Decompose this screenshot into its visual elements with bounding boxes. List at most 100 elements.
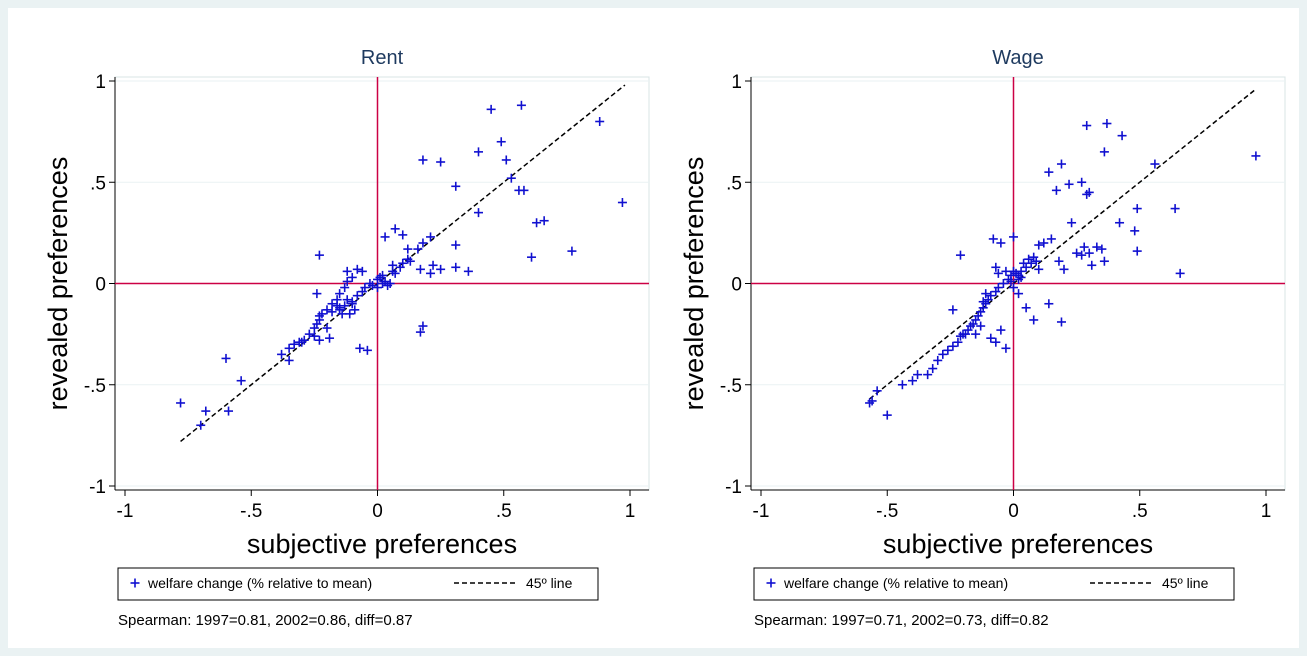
legend-marker-plus: [130, 578, 140, 588]
y-axis-title: revealed preferences: [679, 157, 709, 411]
x-tick-label: -.5: [240, 501, 262, 522]
legend-box: [753, 567, 1235, 601]
legend-marker-plus: [766, 578, 776, 588]
data-point: [1077, 250, 1087, 260]
data-point: [501, 155, 511, 165]
data-point: [1001, 266, 1011, 276]
x-tick-label: 0: [1008, 501, 1019, 522]
y-tick-label: 1: [95, 72, 106, 93]
data-point: [1067, 218, 1077, 228]
data-point: [1001, 343, 1011, 353]
data-point: [322, 323, 332, 333]
data-point: [463, 266, 473, 276]
x-tick-label: 1: [1261, 501, 1272, 522]
data-point: [1006, 276, 1016, 286]
legend-box: [117, 567, 599, 601]
data-point: [1051, 185, 1061, 195]
chart-panel-rent: Rent -1 -1 -.5 -.5 0 0 .5 .5 1 1 subjective prefere…: [43, 47, 650, 629]
x-tick-label: -.5: [876, 501, 898, 522]
data-point: [1175, 268, 1185, 278]
data-point: [347, 272, 357, 282]
data-point: [418, 238, 428, 248]
x-tick-label: 1: [625, 501, 636, 522]
data-point: [284, 355, 294, 365]
data-point: [176, 398, 186, 408]
data-point: [1056, 317, 1066, 327]
data-point: [953, 337, 963, 347]
data-point: [418, 155, 428, 165]
y-tick-label: .5: [90, 173, 106, 194]
data-point: [1046, 234, 1056, 244]
data-point: [567, 246, 577, 256]
data-point: [332, 301, 342, 311]
data-point: [532, 218, 542, 228]
data-point: [1039, 238, 1049, 248]
data-point: [309, 331, 319, 341]
data-point: [955, 250, 965, 260]
data-point: [943, 345, 953, 355]
x-tick-label: -1: [117, 501, 134, 522]
data-point: [196, 420, 206, 430]
y-tick-label: .5: [726, 173, 742, 194]
data-point: [352, 264, 362, 274]
data-point: [390, 224, 400, 234]
data-point: [413, 244, 423, 254]
data-point: [405, 256, 415, 266]
data-point: [277, 349, 287, 359]
data-point: [355, 343, 365, 353]
legend-label-line: 45º line: [1162, 575, 1209, 591]
data-point: [1059, 264, 1069, 274]
data-point: [1132, 204, 1142, 214]
data-point: [398, 230, 408, 240]
data-point: [340, 283, 350, 293]
data-point: [998, 279, 1008, 288]
data-point: [617, 198, 627, 207]
panel-title: Rent: [361, 47, 404, 69]
data-point: [865, 398, 875, 408]
figure-canvas: Rent -1 -1 -.5 -.5 0 0 .5 .5 1 1 subjective prefere…: [43, 47, 1286, 629]
data-point: [322, 305, 332, 315]
data-point: [378, 279, 388, 288]
y-axis-title: revealed preferences: [43, 157, 73, 411]
data-point: [436, 157, 446, 167]
data-point: [496, 137, 506, 147]
data-point: [314, 335, 324, 345]
data-point: [289, 339, 299, 349]
data-point: [1056, 159, 1066, 169]
data-point: [357, 266, 367, 276]
y-tick-label: -.5: [84, 376, 106, 397]
data-point: [933, 355, 943, 365]
data-point: [1084, 187, 1094, 197]
y-tick-label: -1: [725, 477, 742, 498]
panel-title: Wage: [992, 47, 1044, 69]
data-point: [986, 333, 996, 343]
x-tick-label: 0: [372, 501, 383, 522]
data-point: [201, 406, 211, 416]
data-point: [426, 268, 436, 278]
data-point: [976, 321, 986, 331]
data-point: [342, 295, 352, 305]
x-axis-title: subjective preferences: [883, 529, 1153, 559]
x-tick-label: .5: [496, 501, 512, 522]
data-point: [297, 337, 307, 347]
data-point: [474, 147, 483, 157]
data-point: [224, 406, 234, 416]
data-point: [527, 252, 537, 262]
data-point: [1044, 167, 1054, 177]
data-point: [1019, 258, 1029, 268]
data-point: [1009, 283, 1018, 293]
data-point: [474, 208, 483, 218]
data-point: [1029, 315, 1039, 325]
data-point: [314, 311, 324, 321]
x-tick-label: -1: [753, 501, 770, 522]
chart-panel-wage: Wage -1 -1 -.5 -.5 0 0 .5 .5 1 1 subjective prefere…: [679, 47, 1286, 629]
data-point: [314, 250, 324, 260]
data-point: [978, 297, 988, 307]
data-point: [390, 268, 400, 278]
data-point: [1009, 232, 1018, 242]
y-tick-label: -1: [89, 477, 106, 498]
data-point: [923, 370, 933, 380]
data-point: [428, 260, 438, 270]
data-point: [996, 238, 1006, 248]
data-point: [1077, 177, 1087, 187]
